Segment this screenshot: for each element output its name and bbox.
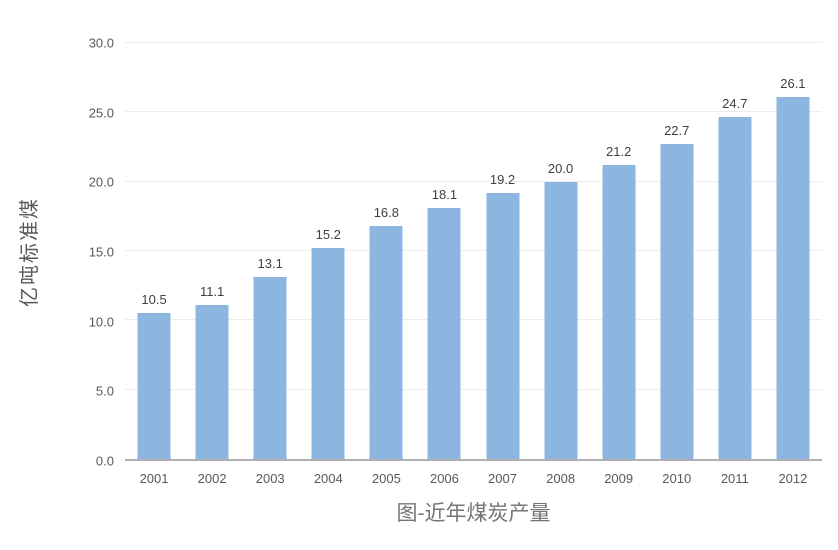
y-tick-label: 10.0 bbox=[88, 314, 114, 330]
bar-slot: 26.1 bbox=[764, 43, 822, 459]
bar-slot: 13.1 bbox=[241, 43, 299, 459]
bar-slot: 20.0 bbox=[532, 43, 590, 459]
y-tick-label: 25.0 bbox=[88, 105, 114, 121]
gridline bbox=[125, 319, 822, 321]
data-label: 11.1 bbox=[199, 284, 225, 300]
bar-slot: 15.2 bbox=[299, 43, 357, 459]
y-tick-label: 15.0 bbox=[88, 244, 114, 260]
chart-title: 图-近年煤炭产量 bbox=[396, 502, 551, 525]
bar-slot: 22.7 bbox=[648, 43, 706, 459]
bar-slot: 10.5 bbox=[125, 43, 183, 459]
bar-2006 bbox=[427, 208, 461, 459]
gridline bbox=[125, 250, 822, 251]
bar-2012 bbox=[776, 97, 810, 459]
bar-2009 bbox=[602, 165, 636, 459]
gridline bbox=[125, 388, 822, 390]
bar-2001 bbox=[137, 313, 171, 459]
gridline bbox=[125, 42, 822, 43]
data-label: 26.1 bbox=[780, 76, 806, 92]
data-label: 10.5 bbox=[141, 292, 167, 308]
gridline bbox=[125, 111, 822, 113]
bar-2004 bbox=[311, 248, 345, 459]
x-tick-label: 2008 bbox=[546, 471, 576, 486]
data-label: 16.8 bbox=[373, 205, 399, 221]
bar-2002 bbox=[195, 305, 229, 459]
bar-2007 bbox=[486, 192, 519, 459]
bar-2005 bbox=[369, 226, 403, 459]
data-label: 21.2 bbox=[606, 144, 632, 160]
bar-slot: 16.8 bbox=[357, 43, 415, 459]
data-label: 13.1 bbox=[257, 256, 283, 272]
data-label: 18.1 bbox=[431, 187, 458, 203]
y-tick-label: 20.0 bbox=[88, 174, 114, 190]
bar-2010 bbox=[660, 144, 694, 459]
bar-slot: 19.2 bbox=[473, 43, 531, 459]
data-label: 22.7 bbox=[664, 123, 690, 139]
y-tick-label: 0.0 bbox=[95, 453, 114, 469]
x-tick-label: 2002 bbox=[197, 471, 227, 486]
data-label: 15.2 bbox=[315, 227, 341, 243]
x-tick-label: 2001 bbox=[139, 471, 169, 486]
y-tick-label: 5.0 bbox=[95, 383, 114, 399]
x-axis-tick-labels: 2001 2002 2003 2004 2005 2006 2007 2008 2009 2010… bbox=[125, 471, 822, 486]
gridlines bbox=[125, 42, 822, 459]
plot-area: 10.5 11.1 13.1 15.2 16.8 18.1 19.2 20.0 21.2 22.7… bbox=[125, 42, 822, 461]
x-tick-label: 2006 bbox=[429, 471, 459, 486]
x-tick-label: 2004 bbox=[313, 471, 343, 486]
bars-row: 10.5 11.1 13.1 15.2 16.8 18.1 19.2 20.0 21.2 22.7… bbox=[125, 43, 822, 459]
data-label: 19.2 bbox=[489, 171, 516, 187]
data-label: 24.7 bbox=[722, 95, 748, 111]
bar-2008 bbox=[544, 181, 578, 459]
bar-slot: 21.2 bbox=[590, 43, 648, 459]
x-tick-label: 2011 bbox=[720, 471, 749, 486]
bar-slot: 24.7 bbox=[706, 43, 764, 459]
bar-slot: 18.1 bbox=[415, 43, 473, 459]
data-label: 20.0 bbox=[547, 160, 574, 176]
x-tick-label: 2005 bbox=[371, 471, 401, 486]
bar-2011 bbox=[718, 116, 752, 459]
y-tick-label: 30.0 bbox=[88, 35, 114, 51]
x-tick-label: 2009 bbox=[604, 471, 634, 486]
x-tick-label: 2010 bbox=[662, 471, 692, 486]
x-tick-label: 2003 bbox=[255, 471, 285, 486]
x-tick-label: 2012 bbox=[778, 471, 808, 486]
y-axis-tick-labels: 0.0 5.0 10.0 15.0 20.0 25.0 30.0 bbox=[68, 37, 114, 468]
x-tick-label: 2007 bbox=[488, 471, 517, 486]
bar-2003 bbox=[253, 277, 287, 459]
y-axis-title: 亿吨标准煤 bbox=[19, 197, 41, 307]
gridline bbox=[125, 180, 822, 182]
bar-slot: 11.1 bbox=[183, 43, 241, 459]
